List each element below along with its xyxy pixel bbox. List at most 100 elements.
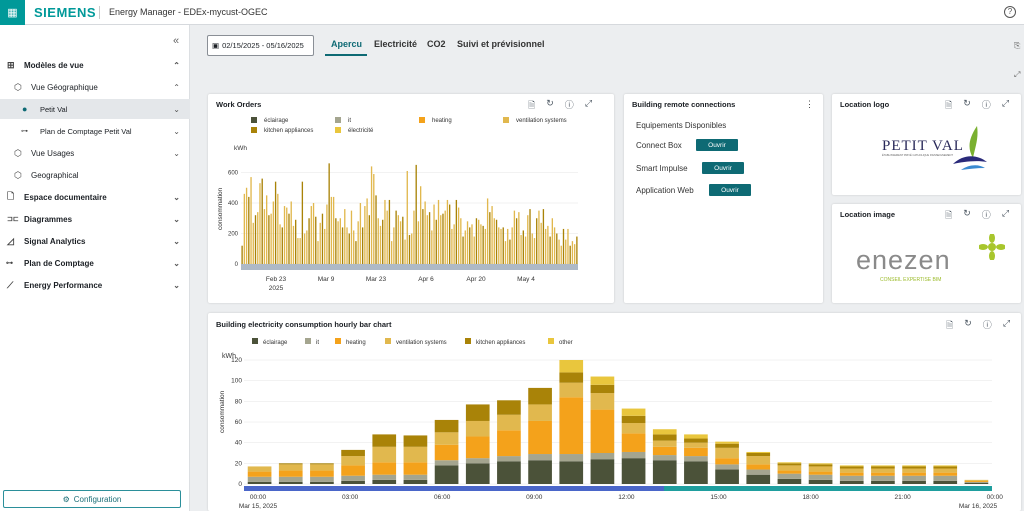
bar [560, 245, 562, 264]
refresh-icon[interactable]: ↻ [963, 208, 971, 218]
bar [299, 238, 301, 264]
fullscreen-icon[interactable]: ⤢ [584, 98, 593, 108]
info-icon[interactable]: ⓘ [982, 320, 992, 330]
sidebar-item-modeles-de-vue[interactable]: ⊞ Modèles de vue ⌃ [0, 55, 190, 75]
bar [292, 225, 295, 264]
help-icon[interactable]: ? [1004, 6, 1016, 18]
bar-segment [590, 459, 615, 484]
bar [460, 218, 462, 264]
bar [415, 164, 417, 264]
bar-segment [871, 466, 895, 469]
refresh-icon[interactable]: ↻ [964, 318, 972, 328]
connect-box-open-button[interactable]: Ouvrir [696, 139, 738, 151]
fullscreen-icon[interactable]: ⤢ [1001, 208, 1010, 218]
bar [462, 236, 464, 264]
bar [252, 222, 254, 264]
bar [509, 239, 511, 264]
sidebar-item-energy-performance[interactable]: ⟋ Energy Performance ⌄ [0, 275, 190, 295]
info-icon[interactable]: ⓘ [981, 210, 991, 220]
bar [259, 183, 261, 264]
legend-swatch [335, 127, 341, 133]
x-tick-label: Apr 6 [418, 276, 434, 283]
export-icon[interactable]: 🗎 [945, 210, 953, 220]
bar-segment [497, 414, 521, 431]
sidebar-item-signal-analytics[interactable]: ◿ Signal Analytics ⌄ [0, 231, 190, 251]
sidebar-item-plan-de-comptage-petit-val[interactable]: ⊶ Plan de Comptage Petit Val ⌄ [0, 121, 190, 141]
collapse-sidebar-icon[interactable]: « [173, 35, 180, 47]
y-unit-label: kWh [222, 353, 236, 360]
x-tick-label: May 4 [517, 276, 535, 283]
sidebar-item-diagrammes[interactable]: ⊐⊏ Diagrammes ⌄ [0, 209, 190, 229]
bar-segment [434, 444, 459, 461]
panel-title: Work Orders [216, 100, 262, 109]
refresh-icon[interactable]: ↻ [546, 98, 554, 108]
tab-electricite[interactable]: Electricité [374, 39, 418, 49]
bar [388, 199, 391, 264]
info-icon[interactable]: ⓘ [564, 100, 574, 110]
bar-segment [777, 463, 802, 466]
export-icon[interactable]: ⎘ [1014, 41, 1021, 50]
diagram-icon: ⊐⊏ [7, 216, 19, 223]
x-tick-label: 00:00 [987, 494, 1004, 501]
bar [457, 207, 460, 264]
bar [319, 222, 321, 264]
chevron-down-icon: ⌄ [173, 126, 180, 136]
fullscreen-icon[interactable]: ⤢ [1001, 98, 1010, 108]
x-tick-label: 12:00 [618, 494, 635, 501]
export-icon[interactable]: 🗎 [945, 100, 953, 110]
tab-apercu[interactable]: Apercu [331, 39, 363, 49]
bar-segment [341, 449, 365, 457]
bar [417, 221, 420, 264]
divider [99, 6, 100, 19]
chevron-down-icon: ⌄ [173, 258, 180, 268]
y-tick-label: 200 [228, 232, 239, 238]
bar [395, 210, 397, 264]
refresh-icon[interactable]: ↻ [963, 98, 971, 108]
bar-segment [590, 453, 615, 460]
bar [324, 228, 326, 264]
sidebar-item-vue-usages[interactable]: ⬡ Vue Usages ⌄ [0, 143, 190, 163]
sidebar-item-plan-de-comptage[interactable]: ⊶ Plan de Comptage ⌄ [0, 253, 190, 273]
export-icon[interactable]: 🗎 [946, 320, 954, 330]
bar [551, 218, 554, 264]
bar [491, 206, 493, 264]
bar [257, 212, 259, 264]
bar-segment [684, 434, 708, 439]
sidebar-item-vue-geographique[interactable]: ⬡ Vue Géographique ⌃ [0, 77, 190, 97]
configuration-button[interactable]: ⚙ Configuration [3, 490, 181, 508]
bar [297, 238, 299, 264]
bar [542, 209, 545, 264]
fullscreen-icon[interactable]: ⤢ [1002, 318, 1011, 328]
bar [306, 230, 308, 264]
tab-suivi-previsionnel[interactable]: Suivi et prévisionnel [457, 39, 545, 49]
bar [446, 199, 449, 264]
bar-segment [372, 434, 397, 447]
bar [437, 199, 440, 264]
smart-impulse-label: Smart Impulse [636, 164, 688, 173]
more-options-icon[interactable]: ⋮ [805, 99, 814, 109]
app-grid-icon[interactable]: ▦ [0, 0, 25, 25]
bar [350, 210, 353, 264]
legend-label: éclairage [263, 340, 288, 346]
panel-title: Location image [840, 210, 896, 219]
smart-impulse-open-button[interactable]: Ouvrir [702, 162, 744, 174]
y-tick-label: 0 [235, 262, 239, 268]
export-icon[interactable]: 🗎 [528, 100, 536, 110]
date-range-value: 02/15/2025 - 05/16/2025 [222, 41, 304, 50]
date-range-picker[interactable]: ▣ 02/15/2025 - 05/16/2025 [207, 35, 314, 56]
work-orders-panel: Work Orders 🗎 ↻ ⓘ ⤢ éclairage it heating ve… [208, 94, 614, 303]
tab-co2[interactable]: CO2 [427, 39, 446, 49]
expand-icon[interactable]: ⤢ [1014, 70, 1021, 79]
layout-icon: ⊞ [7, 59, 15, 70]
bar [245, 187, 248, 264]
application-web-open-button[interactable]: Ouvrir [709, 184, 751, 196]
sidebar-item-petit-val[interactable]: ● Petit Val ⌄ [0, 99, 190, 119]
y-tick-label: 40 [235, 440, 243, 447]
info-icon[interactable]: ⓘ [981, 100, 991, 110]
legend-label: kitchen appliances [264, 128, 313, 134]
sidebar-item-espace-documentaire[interactable]: 🗋 Espace documentaire ⌄ [0, 187, 190, 207]
petit-val-logo-subtitle: ÉTABLISSEMENT PRIVÉ CATHOLIQUE D'ENSEIGN… [882, 154, 953, 157]
bar-segment [465, 463, 490, 484]
sidebar-item-geographical[interactable]: ⬡ Geographical [0, 165, 190, 185]
bar [373, 174, 375, 264]
